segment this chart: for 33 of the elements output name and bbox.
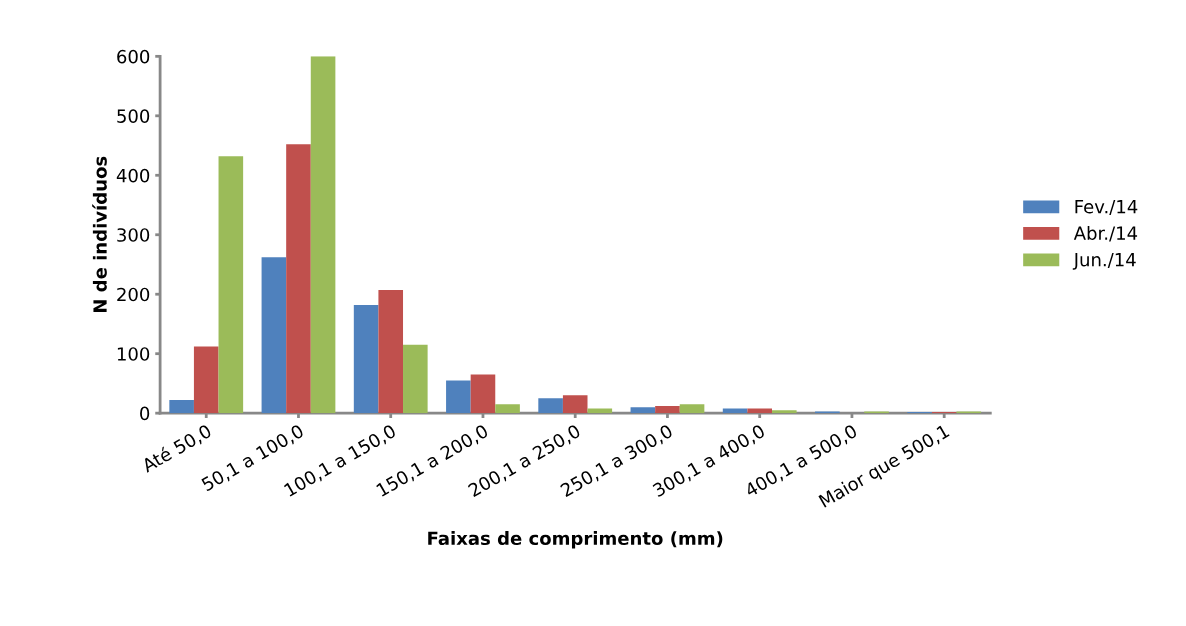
y-tick-label: 200: [117, 287, 150, 302]
y-tick-label: 400: [116, 168, 150, 183]
bar: [470, 374, 496, 414]
bar: [286, 144, 311, 414]
bar: [747, 408, 772, 414]
y-axis-title: N de indivíduos: [92, 156, 107, 313]
bar: [378, 290, 404, 414]
bar: [193, 346, 219, 414]
bar: [722, 408, 748, 414]
bar: [261, 257, 287, 414]
y-tick-label: 500: [117, 109, 150, 123]
bar: [630, 407, 656, 414]
bar: [403, 344, 428, 414]
x-axis-title: Faixas de comprimento (mm): [428, 531, 723, 549]
legend-label: Fev./14: [1075, 200, 1138, 215]
y-tick-label: 100: [117, 347, 150, 361]
y-tick-label: 600: [117, 49, 150, 64]
bar: [169, 400, 194, 414]
bar: [679, 404, 705, 414]
bar: [538, 398, 563, 414]
legend-label: Jun./14: [1072, 253, 1136, 270]
bar: [562, 395, 588, 414]
bar: [587, 408, 613, 414]
bar: [310, 56, 336, 414]
legend-label: Abr./14: [1073, 226, 1138, 242]
bar: [772, 410, 797, 414]
bar: [495, 404, 520, 414]
bar: [446, 380, 471, 414]
y-tick-label: 300: [117, 228, 150, 242]
bar: [655, 406, 680, 414]
y-tick-label: 0: [140, 406, 150, 421]
bar: [353, 304, 379, 414]
bar: [218, 156, 244, 414]
